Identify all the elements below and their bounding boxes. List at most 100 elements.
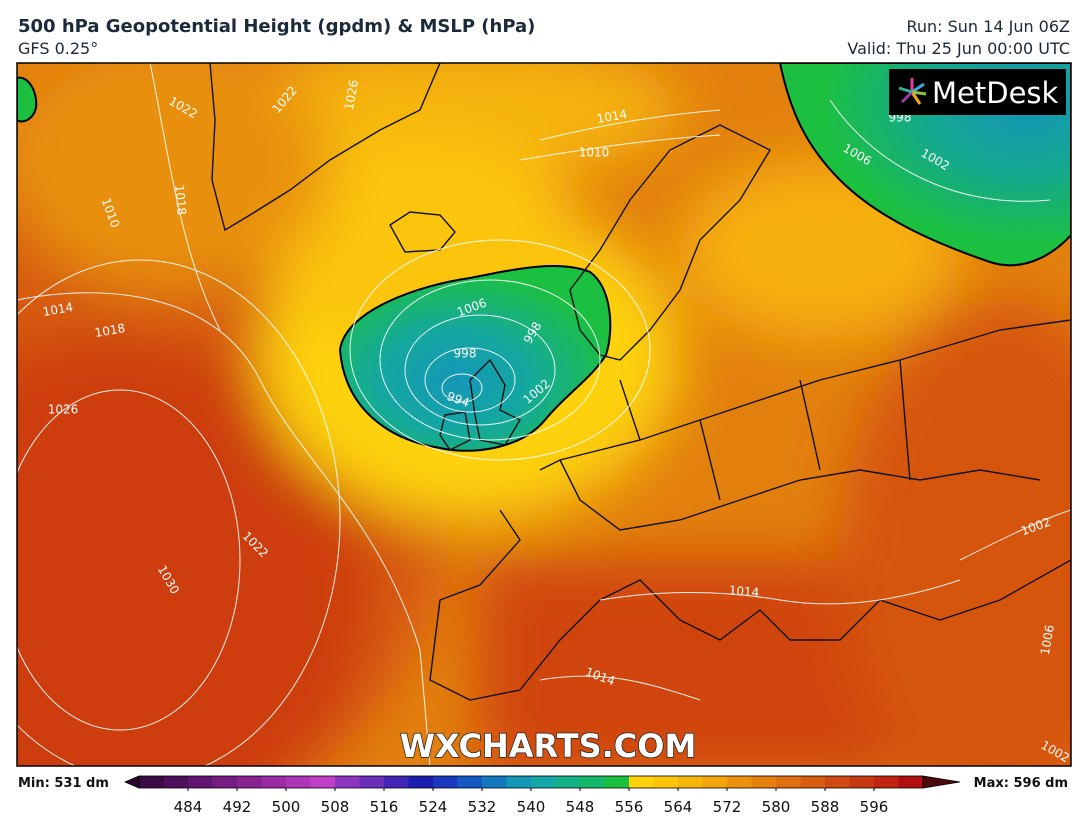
scandinavia <box>569 124 771 361</box>
colorbar-tick-label: 588 <box>811 798 840 816</box>
colorbar-segment <box>139 776 164 788</box>
contour-label: 1018 <box>172 184 189 216</box>
logo-ray <box>898 86 913 94</box>
isobar <box>17 389 241 731</box>
watermark: WXCHARTS.COM <box>400 727 697 765</box>
map: 1022 102610221014101010181010101410181026… <box>17 63 1071 766</box>
colorbar-segment <box>237 776 262 788</box>
colorbar-segment <box>335 776 360 788</box>
colorbar-tick-label: 548 <box>566 798 595 816</box>
isobar <box>959 509 1071 561</box>
colorbar-segment <box>163 776 189 788</box>
colorbar-tick-label: 596 <box>860 798 889 816</box>
colorbar: 484 492 500 508 516 524 532 540 548 556 564 572 580 5… <box>123 775 961 816</box>
isobar <box>519 134 721 161</box>
isobar <box>599 579 961 605</box>
colorbar-segment <box>751 776 777 788</box>
field <box>17 63 330 290</box>
colorbar-segment <box>359 776 385 788</box>
coast <box>539 319 1071 471</box>
isobar <box>539 675 701 701</box>
colorbar-tick-label: 492 <box>223 798 252 816</box>
greenland <box>209 63 441 232</box>
low-548-west <box>17 76 38 123</box>
colorbar-tick-label: 484 <box>174 798 203 816</box>
colorbar-tick-label: 564 <box>664 798 693 816</box>
colorbar-segment <box>629 776 654 788</box>
colorbar-tick-label: 508 <box>321 798 350 816</box>
contour-label: 1010 <box>579 146 610 160</box>
contour-label: 1026 <box>48 403 79 417</box>
colorbar-segment <box>286 776 311 788</box>
borders <box>619 359 911 501</box>
colorbar-segment <box>457 776 483 788</box>
borders <box>559 459 1041 531</box>
colorbar-tick-label: 572 <box>713 798 742 816</box>
colorbar-tick-label: 532 <box>468 798 497 816</box>
colorbar-segment <box>800 776 826 788</box>
colorbar-segment <box>384 776 409 788</box>
min-label: Min: 531 dm <box>18 776 109 791</box>
colorbar-tick-label: 500 <box>272 798 301 816</box>
isobar <box>379 279 601 441</box>
colorbar-segment <box>506 776 532 788</box>
logo: MetDesk <box>932 76 1059 110</box>
colorbar-low-end <box>123 775 140 789</box>
low-548 <box>338 265 612 452</box>
colorbar-segment <box>849 776 875 788</box>
contour-label: 1006 <box>1038 624 1057 657</box>
colorbar-segment <box>898 776 924 788</box>
max-label: Max: 596 dm <box>974 776 1068 791</box>
isobar <box>17 292 431 766</box>
logo-ray <box>910 91 922 105</box>
colorbar-segment <box>580 776 605 788</box>
isobar <box>404 314 556 426</box>
colorbar-segment <box>776 776 801 788</box>
colorbar-segment <box>604 776 630 788</box>
colorbar-high-end <box>922 775 961 789</box>
colorbar-segment <box>825 776 850 788</box>
logo-ray <box>900 90 914 104</box>
field <box>840 300 1071 766</box>
colorbar-segment <box>727 776 752 788</box>
colorbar-tick-label: 516 <box>370 798 399 816</box>
isobars <box>17 63 1071 766</box>
logo-icon <box>898 78 927 105</box>
logo-ray <box>911 90 927 96</box>
colorbar-tick-label: 540 <box>517 798 546 816</box>
isobar <box>829 99 1051 202</box>
colorbar-tick-label: 556 <box>615 798 644 816</box>
run: Run: Sun 14 Jun 06Z <box>906 17 1070 36</box>
colorbar-segment <box>408 776 434 788</box>
colorbar-segment <box>482 776 507 788</box>
isobar <box>539 109 721 141</box>
colorbar-segment <box>874 776 899 788</box>
isobar <box>441 373 483 403</box>
colorbar-tick-label: 524 <box>419 798 448 816</box>
colorbar-segment <box>678 776 703 788</box>
isobar <box>349 239 651 461</box>
colorbar-segment <box>188 776 213 788</box>
map-frame <box>16 62 1072 767</box>
valid: Valid: Thu 25 Jun 00:00 UTC <box>847 39 1070 58</box>
colorbar-tick-label: 580 <box>762 798 791 816</box>
title: 500 hPa Geopotential Height (gpdm) & MSL… <box>18 16 535 37</box>
model: GFS 0.25° <box>18 39 98 58</box>
isobar <box>424 347 516 413</box>
iceland <box>389 211 456 253</box>
contour-label: 998 <box>454 347 477 361</box>
colorbar-segment <box>433 776 458 788</box>
isobar <box>149 63 221 331</box>
coastlines <box>209 63 1071 701</box>
contour-label: 1014 <box>728 583 760 600</box>
contour-label: 1026 <box>342 79 361 112</box>
logo-ray <box>911 82 925 94</box>
colorbar-segment <box>702 776 728 788</box>
colorbar-segment <box>212 776 238 788</box>
contour-label: 1018 <box>94 321 127 340</box>
colorbar-segment <box>310 776 336 788</box>
colorbar-segment <box>653 776 679 788</box>
contour-label: 1014 <box>596 107 629 126</box>
colorbar-segment <box>531 776 556 788</box>
